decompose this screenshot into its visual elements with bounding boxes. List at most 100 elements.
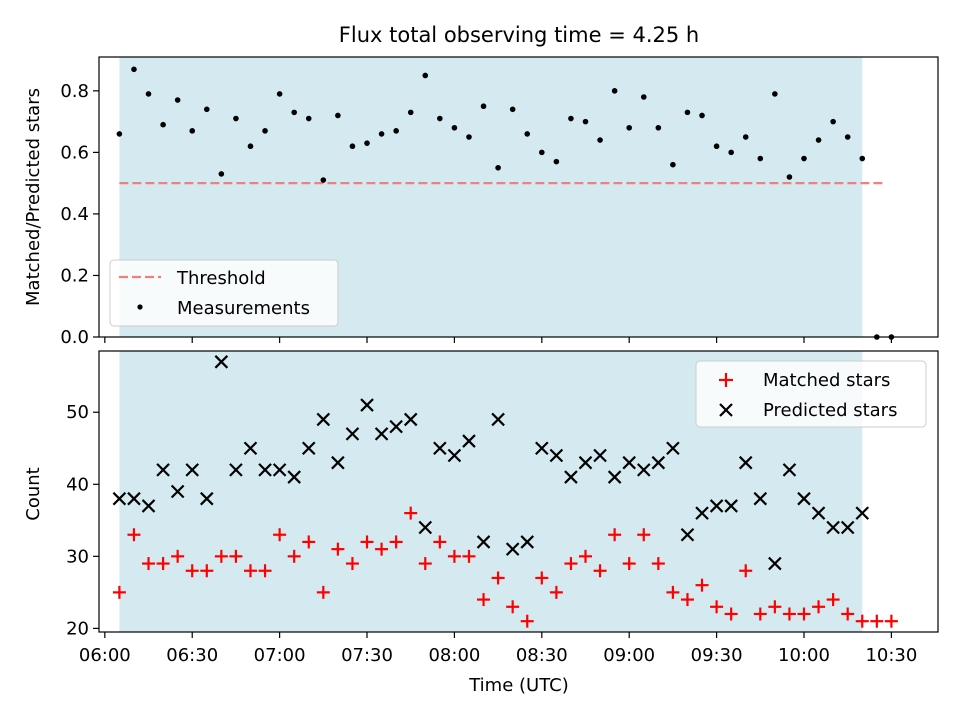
measurement-point xyxy=(378,131,385,137)
measurement-point xyxy=(553,158,560,165)
measurement-point xyxy=(174,97,181,103)
count-legend: Matched stars Predicted stars xyxy=(695,360,927,428)
count-x-ticks: 06:00 06:30 07:00 07:30 08:00 08:30 09:00 09:30… xyxy=(79,632,917,666)
measurement-point xyxy=(393,128,399,134)
matched-star-point xyxy=(797,607,811,621)
predicted-star-point xyxy=(374,427,389,441)
measurement-point xyxy=(145,91,152,97)
ratio-panel: 0.00.20.40.60.8 Matched/Predicted stars … xyxy=(23,56,939,348)
measurement-point xyxy=(844,134,851,140)
measurement-point xyxy=(203,106,210,113)
x-tick-label: 06:00 xyxy=(79,645,131,666)
measurement-point xyxy=(524,131,531,137)
measurement-point xyxy=(437,115,443,122)
measurement-point xyxy=(218,171,225,177)
measurement-point xyxy=(772,91,778,97)
matched-star-point xyxy=(462,549,476,563)
matched-star-point xyxy=(637,528,651,542)
predicted-star-point xyxy=(695,506,709,520)
measurement-point xyxy=(699,112,705,119)
predicted-star-point xyxy=(636,463,651,477)
measurement-point xyxy=(801,155,807,162)
predicted-star-point xyxy=(680,527,695,542)
matched-star-point xyxy=(535,571,549,585)
matched-star-point xyxy=(782,607,796,621)
matched-star-point xyxy=(331,542,345,556)
measurement-point xyxy=(451,124,458,131)
predicted-star-point xyxy=(753,491,768,506)
matched-star-point xyxy=(491,571,505,585)
measurement-point xyxy=(640,94,647,100)
measurement-point xyxy=(611,88,618,94)
measurement-point xyxy=(262,128,268,134)
predicted-star-point xyxy=(360,398,374,412)
matched-star-point xyxy=(855,614,869,628)
predicted-star-point xyxy=(840,520,855,535)
matched-star-point xyxy=(651,557,665,571)
predicted-star-point xyxy=(520,535,535,549)
matched-star-point xyxy=(753,607,767,621)
matched-star-point xyxy=(608,528,622,542)
predicted-star-point xyxy=(855,506,870,520)
predicted-star-point xyxy=(491,412,505,427)
matched-star-point xyxy=(229,549,243,563)
ratio-y-tick-label: 0.4 xyxy=(60,204,89,225)
predicted-star-point xyxy=(345,427,360,441)
x-tick-label: 06:30 xyxy=(166,645,218,666)
predicted-star-point xyxy=(229,463,243,477)
predicted-star-point xyxy=(666,441,680,456)
predicted-star-point xyxy=(331,455,345,470)
x-tick-label: 09:30 xyxy=(691,645,743,666)
matched-star-point xyxy=(156,557,170,571)
measurement-point xyxy=(466,134,472,140)
predicted-star-point xyxy=(287,470,301,484)
predicted-star-point xyxy=(549,448,564,463)
matched-star-point xyxy=(214,549,228,563)
ratio-y-tick-label: 0.8 xyxy=(60,81,89,102)
measurements-legend-swatch xyxy=(137,304,143,310)
threshold-legend-label: Threshold xyxy=(176,268,266,289)
matched-star-point xyxy=(345,557,359,571)
matched-star-point xyxy=(375,542,389,556)
matched-star-point xyxy=(710,600,724,614)
matched-star-point xyxy=(404,506,418,520)
matched-star-point xyxy=(389,535,403,549)
count-y-tick-label: 40 xyxy=(66,474,89,495)
predicted-star-point xyxy=(505,542,520,556)
measurement-point xyxy=(684,109,691,116)
predicted-star-point xyxy=(433,441,447,456)
predicted-star-point xyxy=(768,556,782,571)
matched-star-point xyxy=(841,607,855,621)
x-tick-label: 10:30 xyxy=(865,645,917,666)
ratio-y-tick-label: 0.0 xyxy=(60,327,89,348)
measurement-point xyxy=(728,149,734,156)
predicted-star-point xyxy=(403,412,418,427)
count-y-ticks: 20 30 40 50 xyxy=(66,402,99,639)
predicted-star-point xyxy=(170,484,185,499)
measurement-point xyxy=(568,115,574,122)
ratio-y-axis-label: Matched/Predicted stars xyxy=(23,88,44,306)
matched-star-point xyxy=(506,600,520,614)
predicted-star-point xyxy=(185,463,200,477)
predicted-star-point xyxy=(724,499,738,513)
matched-star-point xyxy=(622,557,636,571)
matched-star-point xyxy=(477,593,491,607)
count-y-tick-label: 50 xyxy=(66,402,89,423)
measurement-point xyxy=(670,161,676,168)
ratio-y-tick-label: 0.6 xyxy=(60,142,89,163)
predicted-star-point xyxy=(651,455,666,470)
predicted-star-point xyxy=(476,535,491,549)
predicted-star-point xyxy=(811,506,826,520)
measurement-point xyxy=(291,109,297,116)
matched-star-point xyxy=(579,549,593,563)
ratio-y-ticks: 0.0 0.2 0.4 0.6 0.8 xyxy=(60,81,99,348)
matched-star-point xyxy=(870,614,884,628)
matched-star-point xyxy=(142,557,156,571)
matched-star-point xyxy=(826,593,840,607)
matched-star-point xyxy=(287,549,301,563)
predicted-star-point xyxy=(389,419,403,434)
measurement-point xyxy=(830,118,836,125)
predicted-star-point xyxy=(301,441,316,456)
measurement-point xyxy=(305,115,312,122)
